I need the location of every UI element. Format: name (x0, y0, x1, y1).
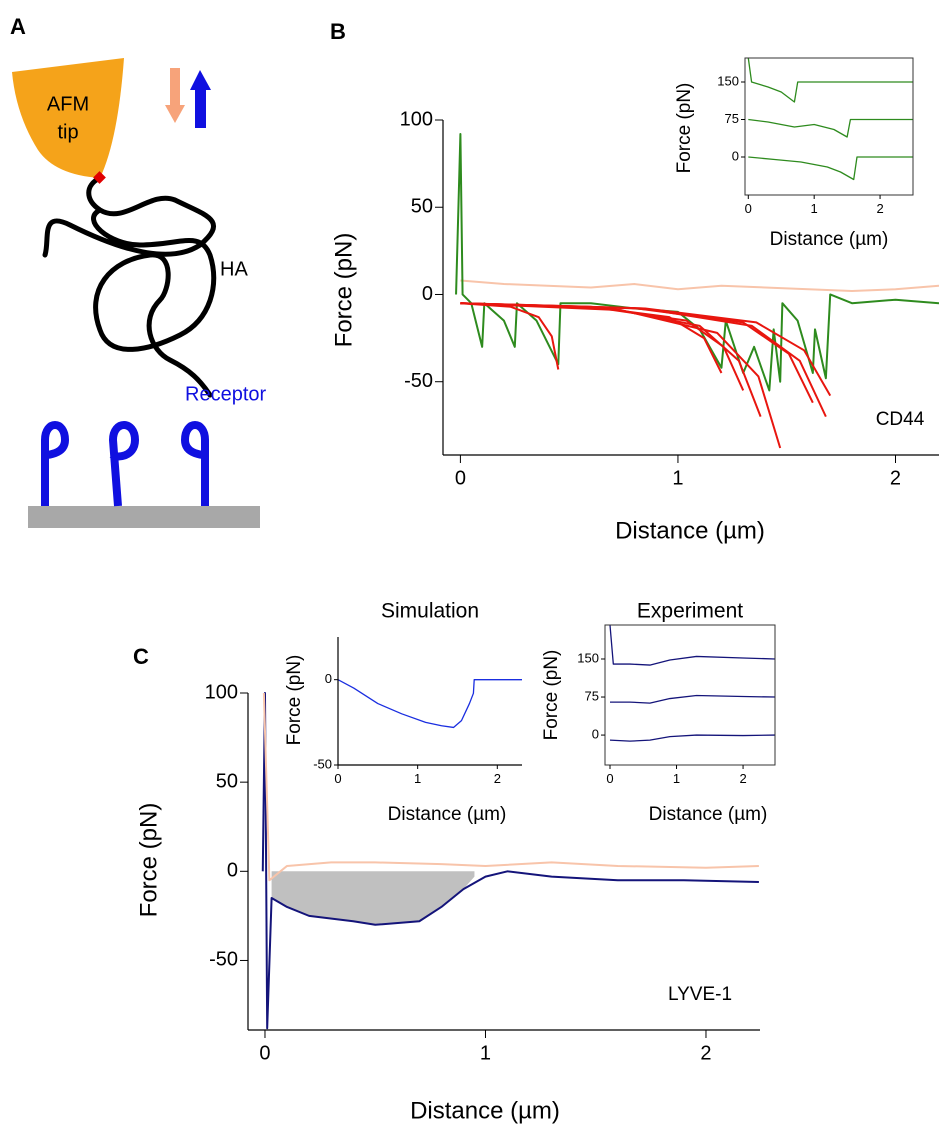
trace (338, 679, 522, 729)
y-tick-label: 0 (325, 671, 332, 686)
chart-title: Simulation (381, 600, 479, 623)
trace (460, 302, 832, 397)
trace (460, 279, 939, 292)
panel-label: C (133, 644, 149, 669)
x-tick-label: 1 (672, 467, 683, 489)
plot-area (261, 692, 759, 1030)
x-tick-label: 0 (455, 467, 466, 489)
area (271, 871, 475, 925)
panel-label: A (10, 14, 26, 39)
y-axis-label: Force (pN) (674, 83, 695, 174)
y-tick-label: -50 (404, 370, 433, 392)
plot-area (609, 624, 775, 742)
annotation: LYVE-1 (668, 984, 732, 1005)
x-tick-label: 2 (739, 771, 746, 786)
trace (609, 624, 775, 666)
trace (609, 734, 775, 742)
trace (460, 302, 782, 449)
plot-area (747, 57, 913, 181)
y-tick-label: 100 (400, 108, 433, 130)
x-axis-label: Distance (µm) (388, 804, 507, 825)
y-tick-label: 150 (717, 73, 739, 88)
trace (609, 694, 775, 704)
y-tick-label: 0 (227, 860, 238, 882)
annotation: CD44 (876, 409, 925, 430)
y-tick-label: 0 (422, 283, 433, 305)
anchor (93, 171, 106, 184)
x-tick-label: 2 (700, 1042, 711, 1064)
x-tick-label: 1 (673, 771, 680, 786)
y-axis-label: Force (pN) (330, 233, 357, 348)
y-tick-label: -50 (313, 756, 332, 771)
y-tick-label: 75 (585, 688, 599, 703)
x-tick-label: 1 (414, 771, 421, 786)
trace (747, 57, 913, 103)
trace (460, 302, 814, 404)
trace (748, 118, 913, 138)
arrow-down (170, 68, 180, 108)
x-tick-label: 2 (494, 771, 501, 786)
tip-label: tip (57, 121, 78, 143)
arrow-down-head (165, 105, 185, 123)
y-tick-label: 50 (216, 770, 238, 792)
tip-label: AFM (47, 93, 89, 115)
y-axis-label: Force (pN) (284, 655, 305, 746)
chart-title: Experiment (637, 600, 743, 623)
x-axis-label: Distance (µm) (615, 517, 765, 544)
x-axis-label: Distance (µm) (649, 804, 768, 825)
x-tick-label: 0 (745, 201, 752, 216)
y-tick-label: 50 (411, 196, 433, 218)
x-tick-label: 1 (811, 201, 818, 216)
frame (744, 57, 914, 196)
x-tick-label: 2 (876, 201, 883, 216)
panel-label: B (330, 19, 346, 44)
x-tick-label: 0 (606, 771, 613, 786)
x-axis-label: Distance (µm) (410, 1097, 560, 1124)
afm-tip (12, 58, 124, 178)
ha-label: HA (220, 258, 248, 280)
trace (262, 692, 759, 882)
trace (455, 132, 939, 392)
x-tick-label: 2 (890, 467, 901, 489)
arrow-up (195, 88, 206, 128)
y-tick-label: 150 (577, 650, 599, 665)
receptor-label: Receptor (185, 383, 266, 405)
y-axis-label: Force (pN) (541, 650, 562, 741)
plot-area (338, 679, 522, 729)
x-tick-label: 0 (334, 771, 341, 786)
trace (261, 692, 759, 1030)
frame (604, 624, 776, 766)
y-axis-label: Force (pN) (135, 803, 162, 918)
ha-chain (42, 175, 217, 398)
x-tick-label: 0 (259, 1042, 270, 1064)
plot-area (455, 132, 939, 449)
x-tick-label: 1 (480, 1042, 491, 1064)
trace (748, 156, 913, 181)
y-tick-label: 0 (592, 727, 599, 742)
y-tick-label: 0 (732, 148, 739, 163)
y-tick-label: 100 (205, 681, 238, 703)
substrate (28, 506, 260, 528)
arrow-up-head (190, 70, 211, 90)
y-tick-label: 75 (725, 111, 739, 126)
afm-diagram: AFM tip HA Receptor (12, 58, 266, 528)
receptors (41, 421, 209, 507)
y-tick-label: -50 (209, 949, 238, 971)
x-axis-label: Distance (µm) (770, 229, 889, 250)
